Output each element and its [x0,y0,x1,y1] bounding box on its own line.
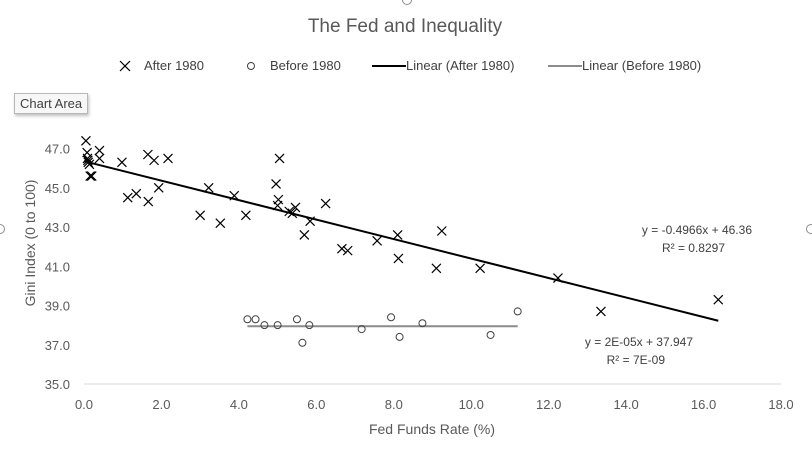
x-tick-label: 14.0 [613,397,638,412]
x-tick-label: 0.0 [75,397,93,412]
legend-before-marker [247,62,255,70]
after-1980-point[interactable] [284,206,295,217]
before-1980-point[interactable] [418,319,427,328]
after-1980-point[interactable] [84,159,95,170]
after-1980-point[interactable] [272,200,283,211]
y-tick-label: 35.0 [45,377,70,392]
plot-area[interactable]: 0.0 2.0 4.0 6.0 8.0 10.0 12.0 14.0 16.0 18.0 35.0 3… [45,135,794,412]
after-1980-point[interactable] [596,306,606,317]
after-1980-point[interactable] [86,171,97,182]
before-1980-point[interactable] [357,325,366,334]
before-1980-point[interactable] [292,315,301,324]
y-tick-label: 43.0 [45,220,70,235]
after-1980-point[interactable] [290,202,301,213]
after-1980-point[interactable] [215,218,226,229]
after-1980-point[interactable] [94,153,105,164]
x-tick-label: 10.0 [459,397,484,412]
after-1980-point[interactable] [274,153,285,164]
x-axis-title: Fed Funds Rate (%) [369,421,495,437]
y-tick-label: 47.0 [45,142,70,157]
after-1980-point[interactable] [342,245,353,256]
y-axis-title: Gini Index (0 to 100) [22,180,38,307]
y-tick-label: 39.0 [45,299,70,314]
after-1980-point[interactable] [436,226,447,236]
after-1980-point[interactable] [271,178,281,189]
before-1980-point[interactable] [243,315,252,324]
after-1980-point[interactable] [82,153,93,164]
before-1980-point[interactable] [486,330,495,339]
before-1980-point[interactable] [298,338,307,347]
before-1980-point[interactable] [395,332,404,341]
y-tick-label: 37.0 [45,338,70,353]
after-1980-point[interactable] [305,216,316,227]
after-1980-point[interactable] [372,235,383,246]
before-1980-point[interactable] [305,321,314,330]
x-tick-label: 2.0 [152,397,170,412]
x-tick-label: 6.0 [307,397,325,412]
before-1980-point[interactable] [387,313,396,322]
chart-title: The Fed and Inequality [308,16,503,37]
y-tick-label: 41.0 [45,259,70,274]
after-1980-point[interactable] [299,229,310,240]
before-trend-equation: y = 2E-05x + 37.947 [585,335,693,349]
after-1980-trendline[interactable] [83,160,719,322]
after-1980-point[interactable] [122,192,133,203]
legend-before-label: Before 1980 [270,58,341,73]
after-1980-point[interactable] [392,229,403,240]
legend-after-marker [119,60,131,72]
after-1980-point[interactable] [81,135,91,146]
after-1980-point[interactable] [195,210,206,221]
legend-before-trend-label: Linear (Before 1980) [582,58,701,73]
after-trend-r2: R² = 0.8297 [662,241,725,255]
after-1980-point[interactable] [320,198,331,209]
after-1980-point[interactable] [713,294,724,305]
legend-after-label: After 1980 [144,58,204,73]
after-1980-point[interactable] [203,182,214,193]
x-tick-label: 18.0 [768,397,793,412]
chart-area-tooltip: Chart Area [14,93,89,114]
after-1980-point[interactable] [94,145,105,156]
after-1980-point[interactable] [287,208,298,219]
after-1980-point[interactable] [475,263,486,274]
before-1980-point[interactable] [251,315,260,324]
after-trend-equation: y = -0.4966x + 46.36 [642,223,752,237]
legend-after-trend-label: Linear (After 1980) [406,58,514,73]
after-1980-point[interactable] [431,263,442,274]
before-trend-r2: R² = 7E-09 [607,353,666,367]
after-1980-point[interactable] [117,157,127,168]
after-1980-point[interactable] [336,243,347,254]
after-1980-point[interactable] [143,196,154,207]
chart-legend[interactable]: After 1980 Before 1980 Linear (After 198… [119,58,701,73]
after-1980-point[interactable] [553,273,563,284]
after-1980-point[interactable] [131,188,142,199]
after-1980-point[interactable] [85,171,96,182]
after-1980-point[interactable] [153,182,164,193]
x-tick-label: 12.0 [536,397,561,412]
before-1980-point[interactable] [260,321,269,330]
before-1980-point[interactable] [273,321,282,330]
x-tick-label: 8.0 [385,397,403,412]
after-1980-point[interactable] [229,190,240,201]
after-1980-point[interactable] [149,155,160,166]
x-tick-label: 16.0 [691,397,716,412]
x-tick-label: 4.0 [230,397,248,412]
y-tick-label: 45.0 [45,181,70,196]
after-1980-point[interactable] [240,210,251,221]
after-1980-point[interactable] [163,153,173,164]
before-1980-point[interactable] [513,307,522,316]
after-1980-point[interactable] [393,253,404,264]
resize-handle-right[interactable] [806,224,812,234]
